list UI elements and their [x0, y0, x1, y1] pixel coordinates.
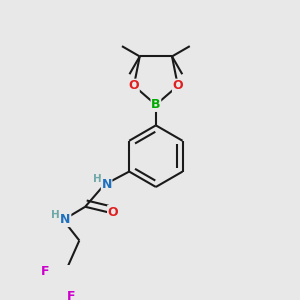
- Text: N: N: [101, 178, 112, 191]
- Text: F: F: [67, 290, 76, 300]
- Text: F: F: [41, 265, 49, 278]
- Text: H: H: [93, 175, 101, 184]
- Text: O: O: [172, 79, 183, 92]
- Text: B: B: [151, 98, 160, 111]
- Text: O: O: [108, 206, 118, 218]
- Text: H: H: [52, 210, 60, 220]
- Text: O: O: [129, 79, 139, 92]
- Text: N: N: [60, 214, 71, 226]
